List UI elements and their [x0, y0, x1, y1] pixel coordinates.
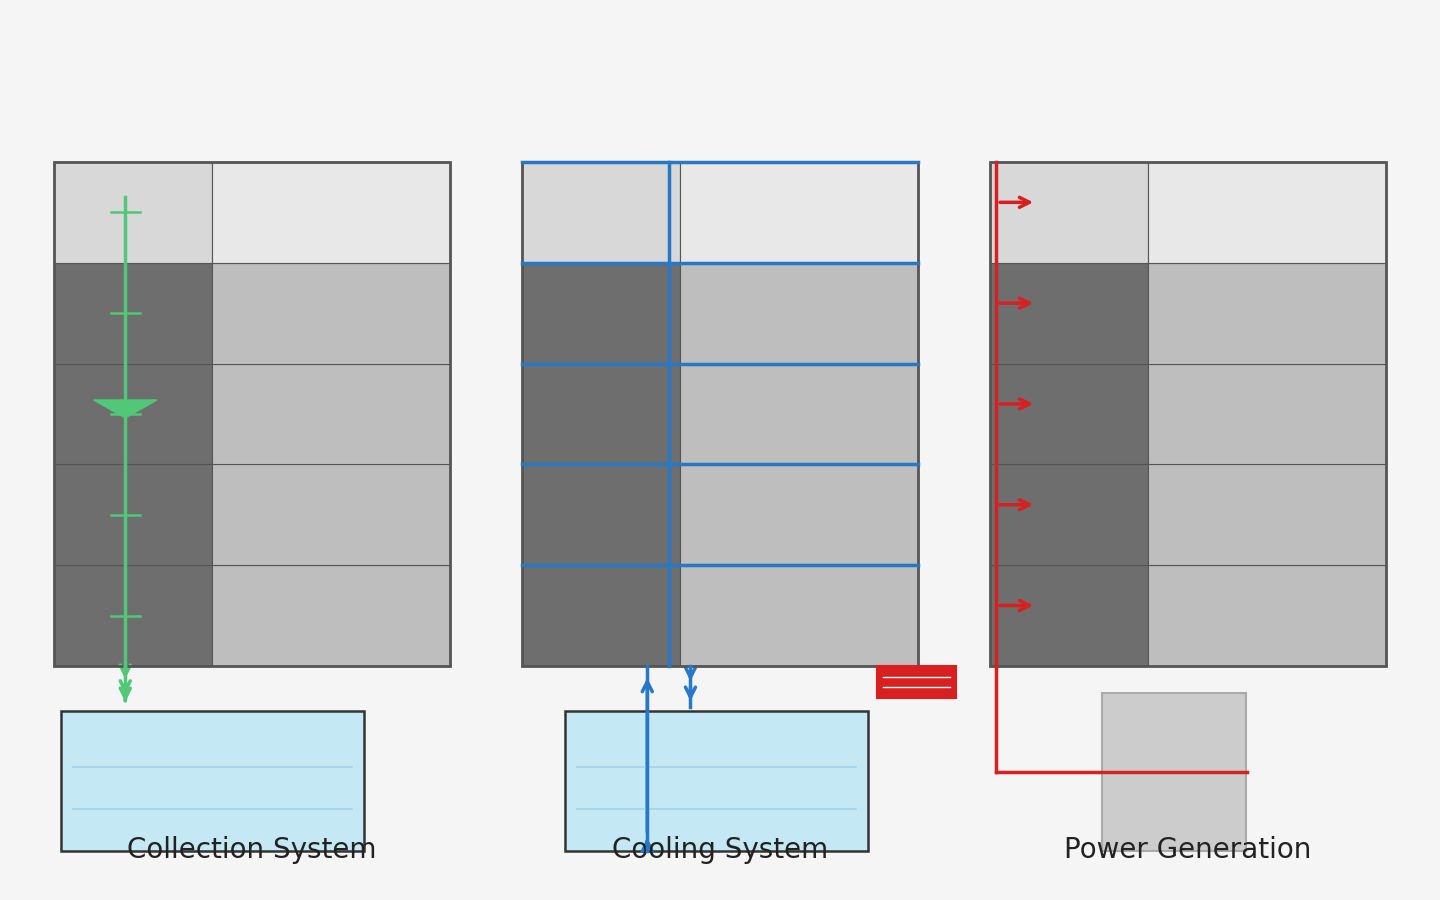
Bar [53, 162, 449, 666]
Bar [1149, 464, 1387, 565]
Bar [991, 464, 1149, 565]
Bar [681, 464, 919, 565]
Polygon shape [94, 400, 157, 418]
Text: Collection System: Collection System [127, 836, 377, 865]
Bar [53, 364, 213, 464]
Bar [213, 565, 449, 666]
Bar [1149, 263, 1387, 364]
Bar [991, 263, 1149, 364]
Bar [53, 565, 213, 666]
Bar [1149, 565, 1387, 666]
Bar [1149, 162, 1387, 263]
Bar [681, 565, 919, 666]
Bar [681, 263, 919, 364]
Text: Cooling System: Cooling System [612, 836, 828, 865]
Bar [991, 565, 1149, 666]
Bar [53, 263, 213, 364]
Bar [53, 464, 213, 565]
Bar [521, 263, 681, 364]
Bar [521, 565, 681, 666]
Bar [213, 464, 449, 565]
Bar [60, 711, 363, 850]
Bar [681, 162, 919, 263]
Bar [681, 364, 919, 464]
Bar [213, 263, 449, 364]
Bar [521, 364, 681, 464]
Bar [213, 162, 449, 263]
Bar [564, 711, 867, 850]
Bar [521, 162, 681, 263]
Bar [991, 162, 1149, 263]
Bar [877, 666, 956, 698]
Bar [521, 162, 919, 666]
Bar [1102, 693, 1246, 850]
Bar [1149, 364, 1387, 464]
Bar [521, 464, 681, 565]
Bar [991, 364, 1149, 464]
Bar [213, 364, 449, 464]
Bar [53, 162, 213, 263]
Text: Power Generation: Power Generation [1064, 836, 1312, 865]
Bar [991, 162, 1385, 666]
